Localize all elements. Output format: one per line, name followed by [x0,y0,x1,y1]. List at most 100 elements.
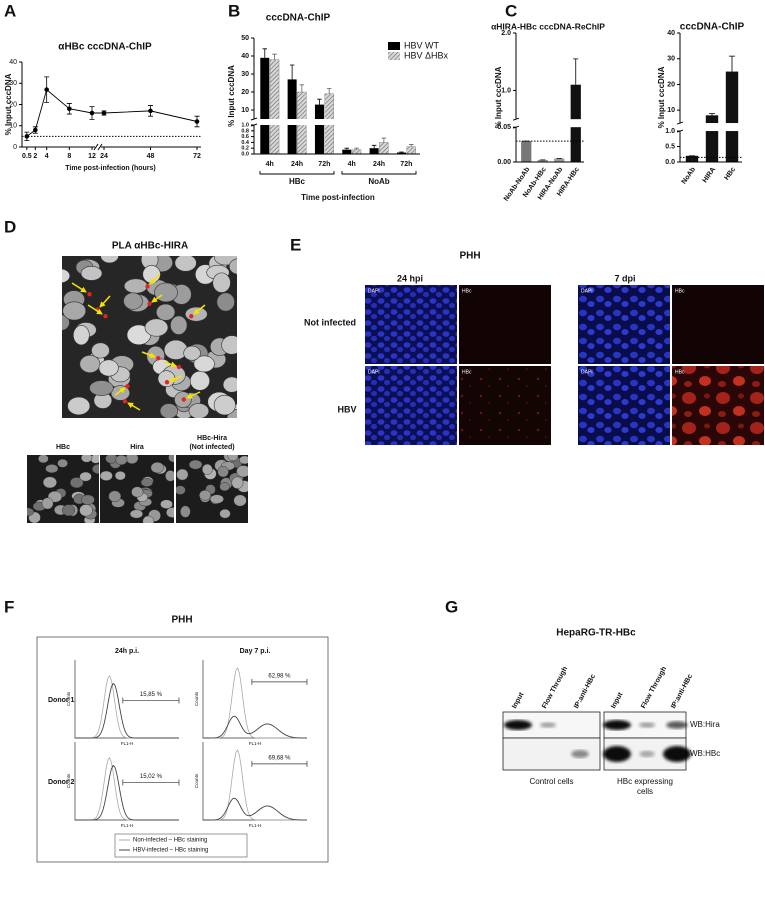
x-tick-label: 12 [88,153,96,160]
error-bar [573,58,579,85]
nucleus [79,471,92,482]
band [504,720,532,730]
nucleus [176,468,189,481]
error-bar [354,147,359,150]
data-point [101,110,107,116]
y-tick-label: 20 [9,101,17,108]
error-bar [326,88,332,94]
data-point [24,134,30,139]
channel-label: DAPI [581,288,593,294]
y-tick-label: 40 [9,59,17,66]
panel-label: B [228,1,240,20]
arrow [186,391,201,399]
y-axis-title: % Input cccDNA [657,66,666,128]
x-tick-label: 24h [373,161,385,168]
error-bar [299,84,305,92]
x-tick-label: 2 [33,153,37,160]
y-tick-label: 1.0 [501,87,511,94]
arrow [114,387,126,396]
bar [725,71,739,162]
y-tick-label: 0.0 [665,159,675,166]
data-point [44,87,49,92]
chart-title: cccDNA-ChIP [266,13,331,24]
channel-label: DAPI [368,369,380,375]
group-bracket [341,171,417,175]
nucleus [131,486,144,498]
bar [269,59,280,155]
nuclei [27,455,99,523]
nucleus [41,497,54,510]
hbc-tile [672,285,764,364]
nucleus [228,258,237,275]
hbc-tile [459,366,551,445]
control-label: (Not infected) [189,444,234,451]
nucleus [92,463,99,475]
nucleus [216,292,235,312]
nucleus [81,494,95,505]
y-tick-label: 10 [241,107,249,114]
dapi-tile [578,366,670,445]
nucleus [100,470,113,481]
axis-label: FL1-H [121,741,134,746]
histogram-infected [203,797,308,821]
axis-label: Counts [66,691,71,706]
channel-label: HBc [675,369,685,375]
error-bar [728,55,736,72]
axis-break [97,143,103,151]
dapi-tile [365,366,457,445]
nucleus [222,376,237,393]
x-tick-label: 72h [400,161,412,168]
y-tick-label: 30 [667,56,675,63]
channel-label: HBc [462,369,472,375]
pla-signal [147,301,152,306]
arrow [163,361,177,368]
row-label: Donor 2 [48,779,75,786]
y-axis-title: % Input cccDNA [4,73,13,135]
nucleus [125,455,139,464]
nucleus [27,507,35,517]
x-tick-label: 4h [348,161,356,168]
panel-label: E [290,235,301,254]
nucleus [57,458,68,468]
error-bar [371,144,377,149]
band [666,721,688,729]
nucleus [165,470,174,482]
nucleus [105,455,118,464]
nucleus [221,335,237,355]
gate [251,678,308,685]
nucleus [180,505,191,518]
axis-label: FL1-H [249,741,262,746]
x-tick-label: 24 [100,153,108,160]
y-tick-label: 40 [241,53,249,60]
y-axis-title: % Input cccDNA [227,65,236,127]
nucleus [209,494,224,504]
x-tick-label: 4 [45,153,49,160]
nucleus [67,396,91,416]
data-point [67,106,72,112]
nucleus [166,507,174,518]
lane-label: IP:anti-HBc [573,673,597,710]
y-tick-label: 0 [13,144,17,151]
axis-break [675,123,743,132]
nucleus [62,268,71,284]
bar [351,149,362,155]
nucleus [142,265,161,284]
histogram-infected [203,715,308,739]
x-tick-label: 24h [291,161,303,168]
nucleus [188,459,203,470]
legend-box [114,833,248,858]
nucleus [123,278,148,294]
data-line [26,88,198,137]
control-label: HBc [56,444,70,451]
lane-label: Flow Through [640,666,668,710]
nucleus [38,455,49,464]
plot-axes [202,660,307,739]
axis-break [676,121,684,125]
band [603,720,631,730]
x-tick-label: 4h [266,161,274,168]
nucleus [62,504,76,517]
y-tick-label: 0.6 [241,134,249,140]
bar [260,57,270,154]
error-bar [317,98,322,105]
